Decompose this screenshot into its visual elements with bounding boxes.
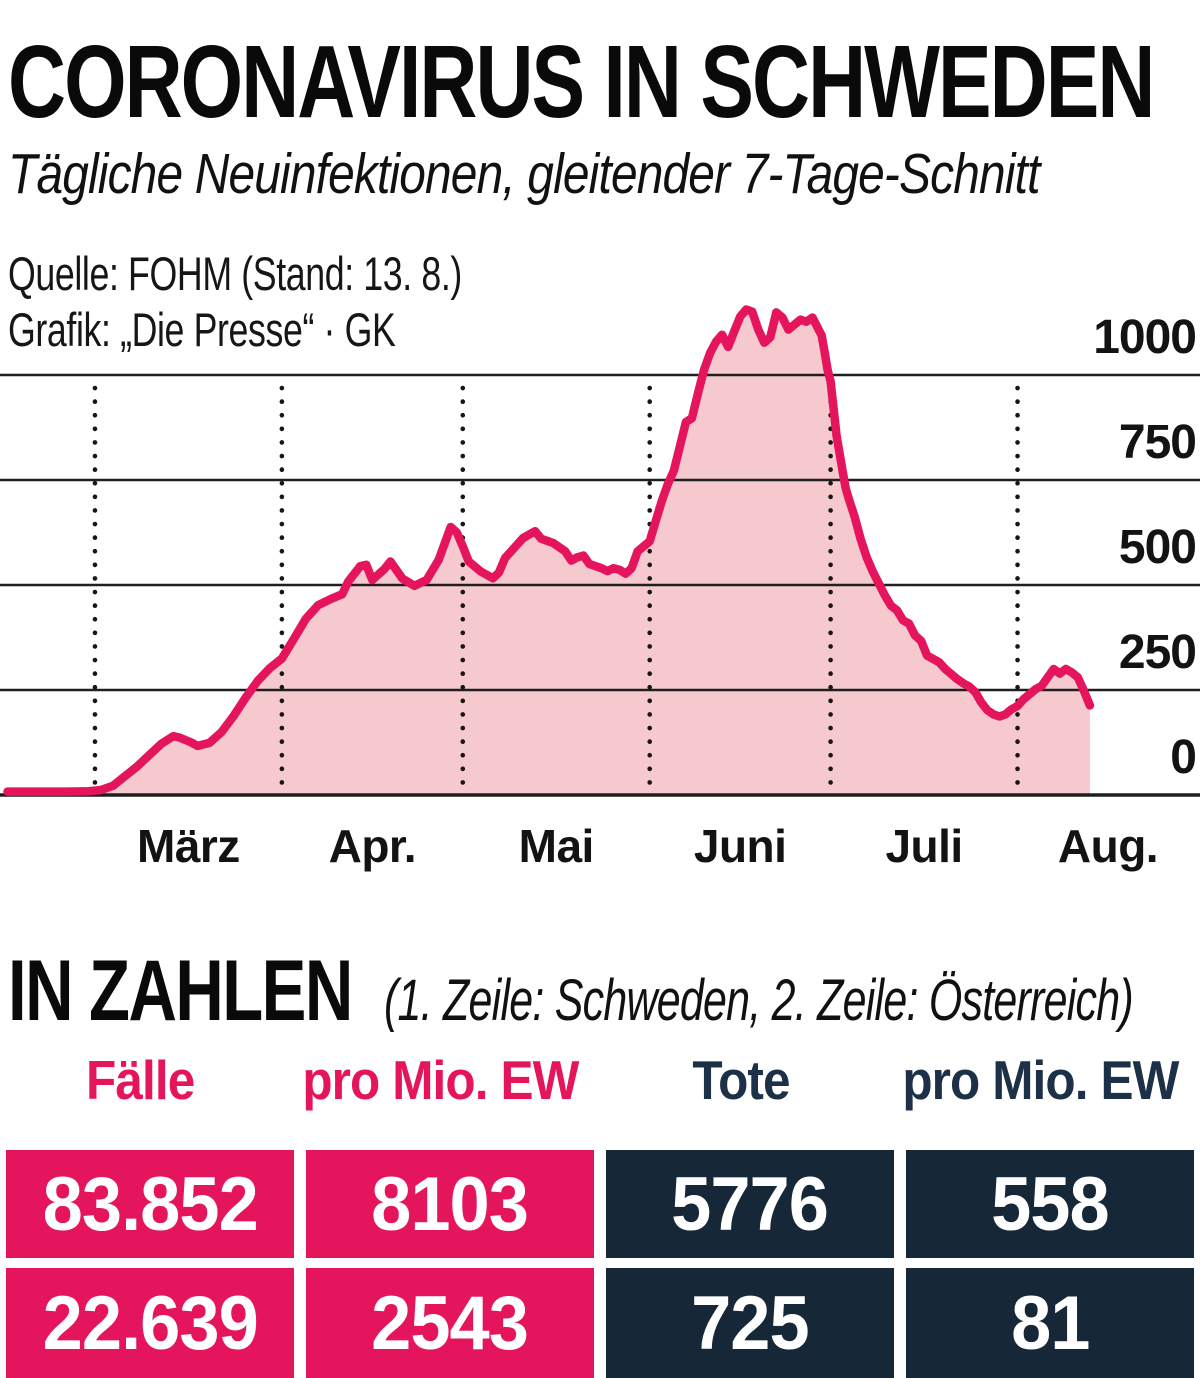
y-tick-label: 250 bbox=[1119, 626, 1196, 679]
table-cell: 558 bbox=[906, 1150, 1194, 1258]
month-label: März bbox=[137, 820, 240, 872]
table-cell: 725 bbox=[606, 1268, 894, 1378]
y-tick-label: 1000 bbox=[1093, 311, 1196, 364]
table-cell: 5776 bbox=[606, 1150, 894, 1258]
y-tick-label: 750 bbox=[1119, 416, 1196, 469]
column-header-pro-mio-ew-deaths: pro Mio. EW bbox=[902, 1049, 1180, 1111]
table-row-schweden: 83.852 8103 5776 558 bbox=[6, 1150, 1194, 1258]
page-title: CORONAVIRUS IN SCHWEDEN bbox=[8, 24, 1155, 139]
table-cell: 8103 bbox=[306, 1150, 594, 1258]
section-subheading: (1. Zeile: Schweden, 2. Zeile: Österreic… bbox=[384, 968, 1134, 1033]
credit-line: Grafik: „Die Presse“ · GK bbox=[8, 303, 396, 356]
column-header-pro-mio-ew-cases: pro Mio. EW bbox=[302, 1049, 580, 1111]
source-line: Quelle: FOHM (Stand: 13. 8.) bbox=[8, 247, 462, 300]
month-label: Juli bbox=[885, 820, 962, 872]
trend-line bbox=[3, 305, 1095, 796]
chart-subtitle: Tägliche Neuinfektionen, gleitender 7-Ta… bbox=[8, 142, 1040, 206]
month-dotted-gridlines bbox=[92, 385, 1020, 795]
y-tick-label: 500 bbox=[1119, 521, 1196, 574]
table-header-row: Fälle pro Mio. EW Tote pro Mio. EW bbox=[6, 1048, 1194, 1112]
table-cell: 2543 bbox=[306, 1268, 594, 1378]
table-cell: 22.639 bbox=[6, 1268, 294, 1378]
y-tick-label: 0 bbox=[1170, 731, 1196, 784]
table-cell: 81 bbox=[906, 1268, 1194, 1378]
section-heading: IN ZAHLEN bbox=[8, 943, 353, 1039]
month-label: Aug. bbox=[1058, 820, 1158, 872]
table-row-oesterreich: 22.639 2543 725 81 bbox=[6, 1268, 1194, 1378]
x-axis-month-labels: März Apr. Mai Juni Juli Aug. bbox=[137, 820, 1159, 872]
column-header-faelle: Fälle bbox=[86, 1049, 195, 1111]
month-label: Juni bbox=[694, 820, 787, 872]
infections-area-chart: 1000 750 500 250 0 März Apr. Mai Juni Juli Aug. bbox=[0, 305, 1200, 872]
column-header-tote: Tote bbox=[692, 1049, 790, 1111]
month-label: Apr. bbox=[329, 820, 416, 872]
table-cell: 83.852 bbox=[6, 1150, 294, 1258]
y-axis-labels: 1000 750 500 250 0 bbox=[1093, 311, 1197, 784]
month-label: Mai bbox=[519, 820, 594, 872]
horizontal-gridlines bbox=[0, 373, 1200, 797]
area-fill bbox=[7, 309, 1090, 795]
